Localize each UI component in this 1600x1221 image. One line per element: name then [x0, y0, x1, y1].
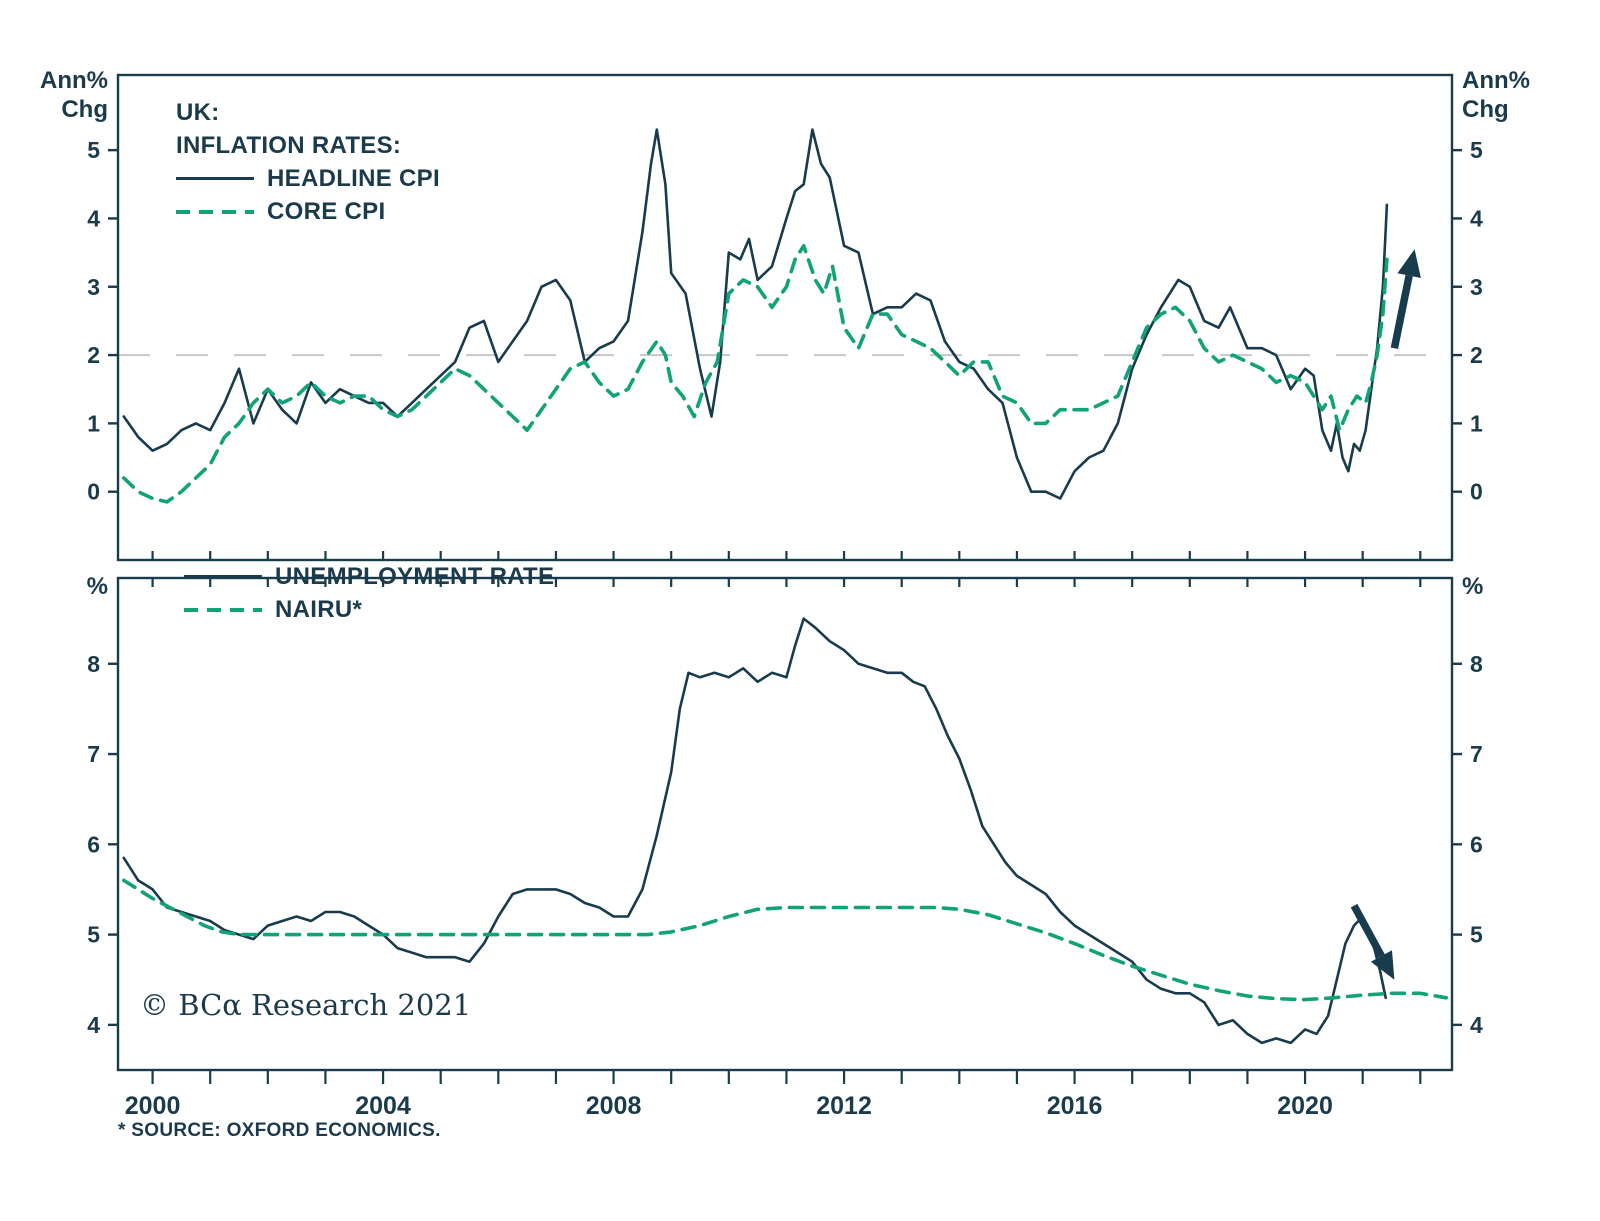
- y-tick-label: 4: [87, 205, 100, 231]
- y-tick-label: 8: [87, 651, 100, 677]
- series-line: [122, 244, 1389, 504]
- series-line: [122, 617, 1387, 1045]
- axis-unit-top-right: Ann% Chg: [1462, 66, 1530, 124]
- x-tick-label: 2012: [816, 1092, 872, 1120]
- y-tick-label: 2: [1470, 342, 1483, 368]
- legend-label: NAIRU*: [275, 595, 363, 623]
- legend-item-unemployment-rate: UNEMPLOYMENT RATE: [184, 560, 554, 593]
- trend-arrow-shaft: [1390, 274, 1413, 349]
- y-tick-label: 5: [87, 922, 100, 948]
- x-tick-label: 2008: [586, 1092, 642, 1120]
- x-tick-label: 2020: [1277, 1092, 1333, 1120]
- legend-label: CORE CPI: [267, 197, 386, 225]
- legend-item-headline-cpi: HEADLINE CPI: [176, 162, 440, 195]
- axis-unit-line: %: [86, 573, 108, 600]
- y-tick-label: 0: [87, 479, 100, 505]
- y-tick-label: 6: [1470, 831, 1483, 857]
- legend-inflation: UK: INFLATION RATES: HEADLINE CPI CORE C…: [176, 96, 440, 228]
- legend-label: HEADLINE CPI: [267, 164, 440, 192]
- axis-unit-bottom-left: %: [36, 572, 108, 601]
- y-tick-label: 4: [1470, 205, 1483, 231]
- y-tick-label: 3: [1470, 274, 1483, 300]
- legend-unemployment: UNEMPLOYMENT RATE NAIRU*: [184, 560, 554, 626]
- x-tick-label: 2016: [1047, 1092, 1103, 1120]
- series-line: [122, 878, 1448, 1002]
- copyright: © BCα Research 2021: [140, 988, 472, 1022]
- trend-arrow-shaft: [1350, 903, 1385, 958]
- legend-label: UNEMPLOYMENT RATE: [275, 562, 555, 590]
- source-note: * SOURCE: OXFORD ECONOMICS.: [118, 1120, 441, 1141]
- trend-arrow-head-icon: [1370, 950, 1395, 980]
- axis-unit-bottom-right: %: [1462, 572, 1483, 601]
- solid-line-sample-icon: [176, 177, 254, 180]
- chart-title-line-2: INFLATION RATES:: [176, 132, 402, 159]
- y-tick-label: 5: [87, 137, 100, 163]
- axis-unit-line: Chg: [61, 96, 108, 123]
- y-tick-label: 4: [87, 1012, 100, 1038]
- x-tick-label: 2000: [125, 1092, 181, 1120]
- chart-title-line-1: UK:: [176, 99, 220, 126]
- legend-item-core-cpi: CORE CPI: [176, 195, 440, 228]
- y-tick-label: 6: [87, 831, 100, 857]
- y-tick-label: 5: [1470, 922, 1483, 948]
- solid-line-sample-icon: [184, 575, 262, 578]
- panel-border: [116, 576, 1454, 1072]
- dashed-line-sample-icon: [176, 209, 254, 214]
- trend-arrow-head-icon: [1397, 249, 1421, 279]
- axis-unit-line: Ann%: [40, 67, 108, 94]
- legend-item-nairu: NAIRU*: [184, 593, 554, 626]
- y-tick-label: 7: [1470, 741, 1483, 767]
- axis-unit-line: Chg: [1462, 96, 1509, 123]
- x-tick-label: 2004: [355, 1092, 411, 1120]
- axis-unit-line: %: [1462, 573, 1484, 600]
- y-tick-label: 1: [1470, 410, 1483, 436]
- y-tick-label: 5: [1470, 137, 1483, 163]
- y-tick-label: 7: [87, 741, 100, 767]
- series-line: [122, 128, 1389, 500]
- y-tick-label: 8: [1470, 651, 1483, 677]
- dashed-line-sample-icon: [184, 607, 262, 612]
- y-tick-label: 2: [87, 342, 100, 368]
- y-tick-label: 3: [87, 274, 100, 300]
- y-tick-label: 1: [87, 410, 100, 436]
- panel-border: [116, 73, 1454, 562]
- y-tick-label: 0: [1470, 479, 1483, 505]
- y-tick-label: 4: [1470, 1012, 1483, 1038]
- axis-unit-top-left: Ann% Chg: [36, 66, 108, 124]
- axis-unit-line: Ann%: [1462, 67, 1530, 94]
